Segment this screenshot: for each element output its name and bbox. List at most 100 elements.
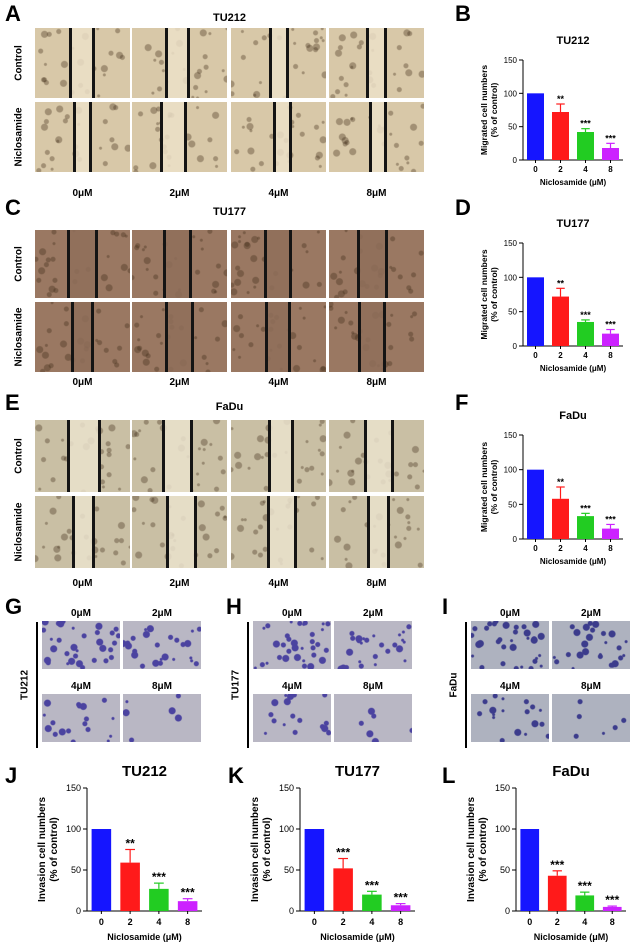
- panel-letter-c: C: [5, 195, 21, 220]
- condition-label: 0μM: [72, 188, 93, 199]
- y-tick-label: 50: [508, 308, 517, 317]
- condition-label: 2μM: [580, 608, 601, 619]
- y-tick-label: 50: [500, 865, 510, 875]
- y-axis-label-line: Migrated cell numbers: [479, 65, 489, 155]
- y-axis-label-line: (% of control): [489, 459, 499, 514]
- panel-letter-k: K: [228, 763, 244, 788]
- wound-title: TU177: [212, 206, 247, 218]
- wound-title: FaDu: [215, 401, 244, 413]
- condition-label: 8μM: [366, 377, 387, 388]
- bar: [177, 901, 198, 911]
- invasion-image: [334, 694, 412, 742]
- scratch-edge-line: [367, 496, 370, 568]
- x-axis-label: Niclosamide (μM): [540, 557, 607, 566]
- x-tick-label: 8: [398, 917, 403, 927]
- invasion-image: [552, 621, 630, 669]
- wound-gap: [166, 230, 189, 298]
- y-axis-label: Invasion cell numbers(% of control): [37, 797, 60, 902]
- significance-label: **: [125, 837, 135, 851]
- wound-gap: [276, 102, 289, 172]
- wound-image: [231, 102, 326, 172]
- bar: [602, 528, 619, 539]
- x-axis-label: Niclosamide (μM): [540, 178, 607, 187]
- x-tick-label: 0: [99, 917, 104, 927]
- scratch-edge-line: [289, 230, 292, 298]
- wound-image: [329, 420, 424, 492]
- y-tick-label: 100: [279, 824, 294, 834]
- condition-label: 2μM: [169, 578, 190, 589]
- wound-gap: [367, 420, 391, 492]
- x-tick-label: 2: [558, 351, 563, 360]
- scratch-edge-line: [384, 28, 387, 98]
- panel-letter-a: A: [5, 1, 21, 26]
- panel-letter-e: E: [5, 390, 20, 415]
- y-tick-label: 150: [495, 783, 510, 793]
- chart-title: TU177: [335, 763, 380, 780]
- y-tick-label: 100: [504, 466, 518, 475]
- x-tick-label: 0: [533, 165, 538, 174]
- condition-label: 8μM: [151, 681, 172, 692]
- y-axis-label-line: (% of control): [478, 817, 489, 881]
- y-axis-label: Invasion cell numbers(% of control): [250, 797, 273, 902]
- condition-label: 0μM: [70, 608, 91, 619]
- bar-chart-b: TU212 0 50 100 150 Migrated cell numbers(% of…: [479, 35, 623, 187]
- scratch-edge-line: [267, 496, 270, 568]
- bar-chart-k: TU177 0 50 100 150 Invasion cell numbers(% of…: [250, 763, 415, 942]
- condition-label: 2μM: [362, 608, 383, 619]
- panel-letter-h: H: [226, 594, 242, 619]
- y-axis-label-line: Invasion cell numbers: [37, 797, 48, 902]
- significance-label: ***: [578, 879, 592, 893]
- scratch-edge-line: [288, 302, 291, 372]
- scratch-edge-line: [273, 102, 276, 172]
- scratch-edge-line: [391, 420, 394, 492]
- x-tick-label: 2: [555, 917, 560, 927]
- scratch-edge-line: [268, 420, 271, 492]
- bar: [91, 829, 112, 911]
- scratch-edge-line: [364, 420, 367, 492]
- wound-gap: [372, 102, 384, 172]
- scratch-edge-line: [163, 230, 166, 298]
- invasion-image: [253, 694, 331, 742]
- x-axis-label: Niclosamide (μM): [534, 932, 609, 942]
- row-label-control: Control: [13, 45, 25, 81]
- wound-image: [231, 302, 326, 372]
- condition-label: 0μM: [281, 608, 302, 619]
- condition-label: 2μM: [169, 188, 190, 199]
- significance-label: ***: [365, 878, 379, 892]
- bar: [552, 498, 569, 539]
- x-tick-label: 8: [610, 917, 615, 927]
- y-axis-label: Migrated cell numbers(% of control): [479, 249, 499, 339]
- wound-gap: [76, 102, 89, 172]
- significance-label: ***: [580, 503, 591, 513]
- scratch-edge-line: [294, 496, 297, 568]
- scratch-edge-line: [291, 420, 294, 492]
- y-tick-label: 100: [504, 89, 518, 98]
- bar-chart-f: FaDu 0 50 100 150 Migrated cell numbers(% of …: [479, 410, 623, 566]
- scratch-edge-line: [165, 302, 168, 372]
- bar: [390, 905, 411, 911]
- row-label-niclosamide: Niclosamide: [13, 107, 25, 167]
- wound-image: [132, 302, 227, 372]
- bar: [520, 829, 540, 911]
- scratch-edge-line: [162, 420, 165, 492]
- scratch-edge-line: [383, 302, 386, 372]
- y-tick-label: 0: [289, 906, 294, 916]
- scratch-edge-line: [67, 230, 70, 298]
- panel-letter-f: F: [455, 390, 469, 415]
- condition-label: 4μM: [268, 377, 289, 388]
- x-tick-label: 4: [369, 917, 374, 927]
- scratch-edge-line: [95, 230, 98, 298]
- significance-label: ***: [580, 310, 591, 320]
- wound-image: [329, 230, 424, 298]
- wound-image: [35, 102, 130, 172]
- significance-label: ***: [605, 133, 616, 143]
- wound-image: [329, 302, 424, 372]
- bar: [552, 112, 569, 160]
- y-tick-label: 50: [508, 500, 517, 509]
- x-tick-label: 4: [156, 917, 161, 927]
- wound-image: [231, 420, 326, 492]
- y-axis-label-line: (% of control): [489, 267, 499, 322]
- x-tick-label: 4: [582, 917, 587, 927]
- y-tick-label: 50: [508, 123, 517, 132]
- scratch-edge-line: [71, 302, 74, 372]
